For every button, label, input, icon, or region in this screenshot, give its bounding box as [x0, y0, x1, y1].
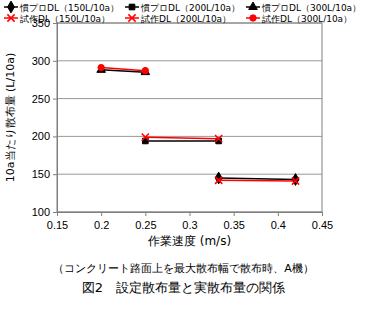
x-tick: 0.15	[47, 212, 68, 231]
y-tick-mark	[53, 61, 57, 62]
series-marker	[97, 65, 106, 72]
grid-line	[57, 174, 322, 175]
x-tick: 0.45	[312, 212, 333, 231]
legend-entry: 慣プロDL（300L/10a）	[246, 2, 361, 12]
legend-marker	[128, 14, 135, 21]
series-marker	[98, 64, 104, 70]
y-tick-label: 250	[32, 93, 50, 105]
legend-entry: 慣プロDL（150L/10a）	[4, 1, 119, 13]
legend-marker	[7, 14, 14, 21]
y-tick: 100	[32, 206, 57, 218]
x-tick: 0.3	[182, 212, 197, 231]
y-tick-mark	[53, 136, 57, 137]
plot-frame	[57, 23, 322, 212]
series-marker	[142, 67, 148, 73]
y-tick: 150	[32, 168, 57, 180]
chart: 0.15 0.2 0.25 0.3 0.35 0.4 0.45 100 150 200 250 300…	[0, 0, 367, 317]
x-tick-label: 0.25	[135, 219, 156, 231]
x-tick-mark	[234, 212, 235, 216]
y-tick-mark	[53, 212, 57, 213]
series-line	[219, 179, 296, 181]
y-tick-mark	[53, 174, 57, 175]
y-tick-label: 200	[32, 130, 50, 142]
grid	[57, 23, 322, 212]
series-marker	[141, 67, 150, 74]
legend-label: 試作DL（200L/10a）	[141, 14, 231, 24]
x-tick: 0.2	[94, 212, 109, 231]
x-tick: 0.35	[223, 212, 244, 231]
x-tick-label: 0.4	[271, 219, 286, 231]
x-tick-label: 0.3	[182, 219, 197, 231]
series-line	[145, 140, 218, 142]
legend-entry: 慣プロDL（200L/10a）	[125, 3, 240, 13]
y-tick-label: 300	[32, 55, 50, 67]
grid-line	[57, 136, 322, 137]
legend-label: 試作DL（300L/10a）	[262, 14, 352, 24]
x-axis-line	[58, 213, 323, 217]
legend: 慣プロDL（150L/10a） 慣プロDL（200L/10a） 慣プロDL（300L…	[4, 1, 361, 23]
subtitle: （コンクリート路面上を最大散布幅で散布時、A機）	[53, 262, 314, 275]
legend-label: 試作DL（150L/10a）	[20, 14, 110, 24]
series-marker	[215, 135, 222, 142]
x-axis-title: 作業速度 (m/s)	[147, 234, 231, 248]
series-line	[219, 178, 296, 180]
x-tick-mark	[145, 212, 146, 216]
x-tick-label: 0.2	[94, 219, 109, 231]
x-tick: 0.4	[271, 212, 286, 231]
grid-line	[57, 98, 322, 99]
legend-marker	[129, 4, 135, 10]
series-marker	[142, 134, 149, 141]
series-line	[101, 68, 145, 71]
legend-label: 慣プロDL（150L/10a）	[19, 3, 119, 13]
x-axis: 0.15 0.2 0.25 0.3 0.35 0.4 0.45	[47, 212, 333, 231]
x-tick-mark	[101, 212, 102, 216]
plot-area	[97, 64, 299, 185]
y-tick: 250	[32, 93, 57, 105]
x-tick: 0.25	[135, 212, 156, 231]
x-tick-label: 0.35	[223, 219, 244, 231]
title: 図2 設定散布量と実散布量の関係	[82, 280, 285, 295]
series-marker	[292, 174, 299, 186]
x-tick-mark	[322, 212, 323, 216]
legend-label: 慣プロDL（300L/10a）	[261, 3, 361, 13]
y-tick-mark	[53, 99, 57, 100]
legend-entry: 試作DL（200L/10a）	[125, 14, 231, 24]
legend-entry: 試作DL（150L/10a）	[4, 14, 110, 24]
y-tick-label: 100	[32, 206, 50, 218]
x-tick-label: 0.15	[47, 219, 68, 231]
legend-marker	[249, 2, 258, 9]
x-tick-label: 0.45	[312, 219, 333, 231]
series-marker	[292, 177, 299, 184]
legend-marker	[8, 1, 15, 13]
y-tick: 200	[32, 130, 57, 142]
x-tick-mark	[278, 212, 279, 216]
series-line	[145, 137, 218, 139]
y-axis-title: 10a当たり散布量 (L/10a)	[4, 53, 17, 182]
x-tick-mark	[190, 212, 191, 216]
series-marker	[215, 177, 222, 184]
grid-line	[57, 60, 322, 61]
y-axis: 100150200250300350	[32, 17, 58, 218]
legend-entry: 試作DL（300L/10a）	[246, 14, 352, 24]
y-axis-line	[53, 24, 58, 213]
legend-label: 慣プロDL（200L/10a）	[140, 3, 240, 13]
legend-marker	[250, 15, 256, 21]
series-marker	[215, 172, 222, 184]
y-tick: 300	[32, 55, 57, 67]
y-tick-label: 150	[32, 168, 50, 180]
